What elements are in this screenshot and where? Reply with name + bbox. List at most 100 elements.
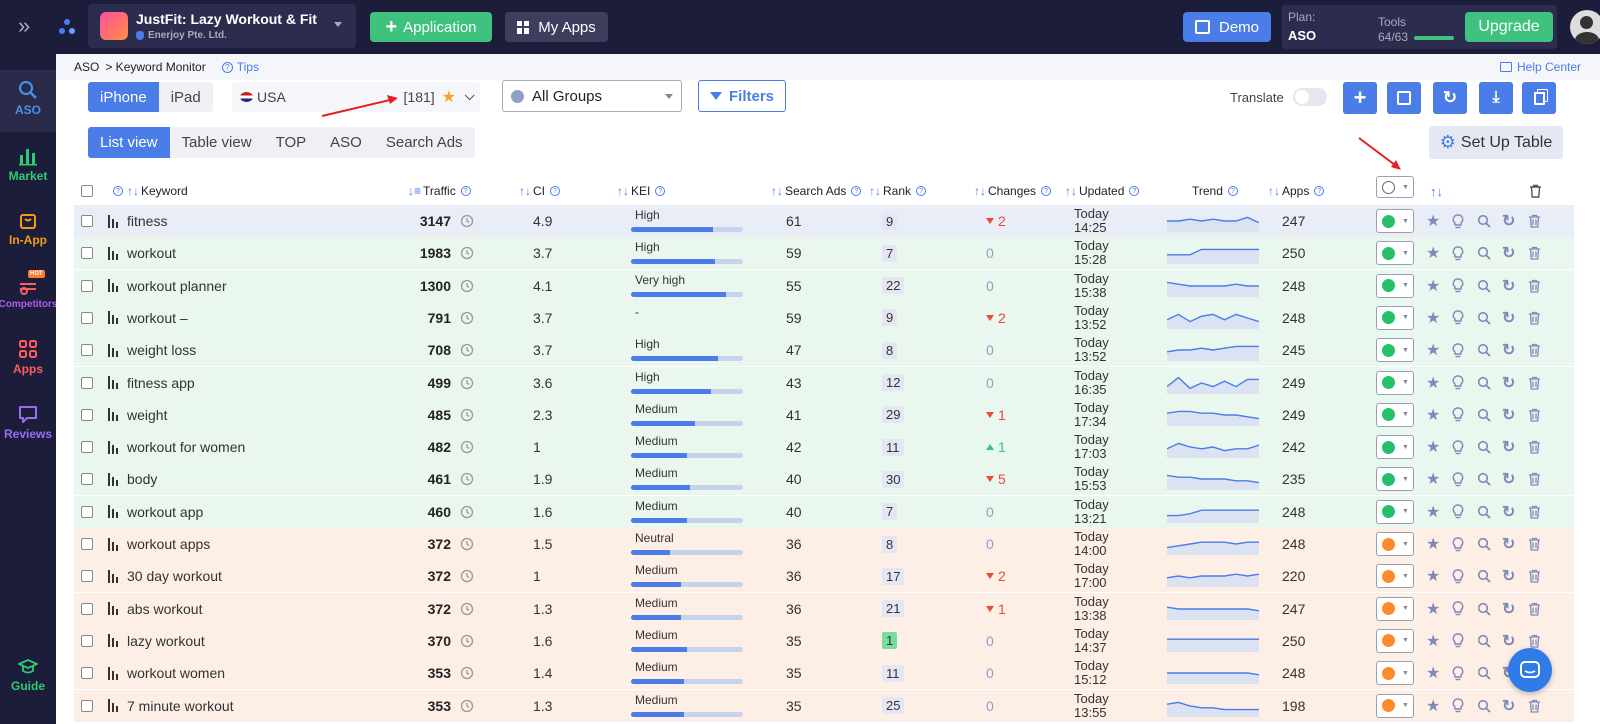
search-icon[interactable] xyxy=(1477,334,1491,366)
keyword-text[interactable]: fitness xyxy=(127,213,168,229)
logo-icon[interactable] xyxy=(58,18,76,36)
search-icon[interactable] xyxy=(1477,690,1491,722)
keyword-text[interactable]: workout – xyxy=(127,309,188,326)
table-row[interactable]: weight loss 708 3.7 High 47 8 0 Today 13:52 245 ▼ ★… xyxy=(74,334,1574,367)
group-select[interactable]: ▼ xyxy=(1376,657,1414,689)
select-all-checkbox[interactable] xyxy=(81,182,93,200)
header-updated[interactable]: ↑↓ Updated? xyxy=(1065,182,1140,200)
group-select[interactable]: ▼ xyxy=(1376,334,1414,366)
star-icon[interactable]: ★ xyxy=(1426,277,1441,295)
star-icon[interactable]: ★ xyxy=(1426,439,1441,457)
star-icon[interactable]: ★ xyxy=(1426,536,1441,553)
table-row[interactable]: workout apps 372 1.5 Neutral 36 8 0 Today 14:00 2… xyxy=(74,528,1574,560)
translate-toggle[interactable] xyxy=(1293,88,1327,106)
star-icon[interactable]: ★ xyxy=(1426,406,1441,424)
device-iphone[interactable]: iPhone xyxy=(88,82,159,112)
groups-select[interactable]: All Groups xyxy=(502,80,682,112)
lightbulb-icon[interactable] xyxy=(1452,560,1464,592)
group-select[interactable]: ▼ xyxy=(1376,237,1414,269)
trash-icon[interactable] xyxy=(1528,560,1541,592)
star-icon[interactable]: ★ xyxy=(1426,503,1441,521)
history-icon[interactable] xyxy=(460,496,474,528)
bar-chart-icon[interactable] xyxy=(108,463,120,495)
keyword-text[interactable]: workout xyxy=(127,245,177,262)
star-icon[interactable]: ★ xyxy=(1426,309,1441,327)
keyword-text[interactable]: weight xyxy=(127,406,168,423)
history-icon[interactable] xyxy=(460,657,474,689)
row-checkbox[interactable] xyxy=(81,657,93,689)
row-checkbox[interactable] xyxy=(81,496,93,528)
bar-chart-icon[interactable] xyxy=(108,593,120,625)
bar-chart-icon[interactable] xyxy=(108,657,120,689)
group-select[interactable]: ▼ xyxy=(1376,431,1414,463)
table-row[interactable]: fitness 3147 4.9 High 61 9 2 Today 14:25 247 ▼ ★ ↻ xyxy=(74,205,1574,237)
breadcrumb-root[interactable]: ASO xyxy=(74,60,100,74)
tab-top[interactable]: TOP xyxy=(275,134,307,151)
trash-icon[interactable] xyxy=(1528,593,1541,625)
lightbulb-icon[interactable] xyxy=(1452,431,1464,463)
header-keyword[interactable]: ↑↓ Keyword xyxy=(127,184,188,198)
group-select[interactable]: ▼ xyxy=(1376,593,1414,625)
lightbulb-icon[interactable] xyxy=(1452,657,1464,689)
help-center-link[interactable]: Help Center xyxy=(1500,60,1581,74)
refresh-icon[interactable]: ↻ xyxy=(1502,471,1516,489)
row-checkbox[interactable] xyxy=(81,593,93,625)
refresh-icon[interactable]: ↻ xyxy=(1502,697,1516,715)
keyword-text[interactable]: 7 minute workout xyxy=(127,697,234,714)
row-checkbox[interactable] xyxy=(81,463,93,495)
table-row[interactable]: workout 1983 3.7 High 59 7 0 Today 15:28 250 ▼ ★ ↻ xyxy=(74,237,1574,270)
trash-icon[interactable] xyxy=(1528,205,1541,237)
bar-chart-icon[interactable] xyxy=(108,625,120,657)
lightbulb-icon[interactable] xyxy=(1452,496,1464,528)
star-icon[interactable]: ★ xyxy=(1426,600,1441,618)
star-icon[interactable]: ★ xyxy=(441,89,456,106)
trash-icon[interactable] xyxy=(1528,399,1541,431)
row-checkbox[interactable] xyxy=(81,528,93,560)
history-icon[interactable] xyxy=(460,431,474,463)
refresh-icon[interactable]: ↻ xyxy=(1502,245,1516,263)
keyword-text[interactable]: workout apps xyxy=(127,536,211,552)
row-checkbox[interactable] xyxy=(81,270,93,302)
trash-icon[interactable] xyxy=(1528,302,1541,334)
row-checkbox[interactable] xyxy=(81,399,93,431)
download-button[interactable]: ⤓ xyxy=(1479,82,1513,114)
tab-search-ads[interactable]: Search Ads xyxy=(385,134,463,151)
search-icon[interactable] xyxy=(1477,237,1491,269)
bar-chart-icon[interactable] xyxy=(108,302,120,334)
bar-chart-icon[interactable] xyxy=(108,367,120,399)
search-icon[interactable] xyxy=(1477,528,1491,560)
trash-icon[interactable] xyxy=(1528,270,1541,302)
user-avatar[interactable] xyxy=(1570,10,1600,44)
bar-chart-icon[interactable] xyxy=(108,528,120,560)
lightbulb-icon[interactable] xyxy=(1452,690,1464,722)
star-icon[interactable]: ★ xyxy=(1426,245,1441,263)
lightbulb-icon[interactable] xyxy=(1452,528,1464,560)
row-checkbox[interactable] xyxy=(81,560,93,592)
history-icon[interactable] xyxy=(460,399,474,431)
trash-icon[interactable] xyxy=(1528,334,1541,366)
trash-icon[interactable] xyxy=(1528,237,1541,269)
refresh-icon[interactable]: ↻ xyxy=(1502,568,1516,586)
upgrade-button[interactable]: Upgrade xyxy=(1465,12,1553,42)
search-icon[interactable] xyxy=(1477,625,1491,657)
group-select[interactable]: ▼ xyxy=(1376,690,1414,722)
keyword-text[interactable]: workout planner xyxy=(127,277,227,294)
ai-button[interactable] xyxy=(1387,82,1421,114)
set-up-table-button[interactable]: ⚙ Set Up Table xyxy=(1429,126,1563,159)
row-checkbox[interactable] xyxy=(81,690,93,722)
keyword-text[interactable]: workout app xyxy=(127,503,204,520)
bar-chart-icon[interactable] xyxy=(108,237,120,269)
header-changes[interactable]: ↑↓ Changes? xyxy=(974,182,1052,200)
table-row[interactable]: body 461 1.9 Medium 40 30 5 Today 15:53 235 ▼ ★ ↻ xyxy=(74,463,1574,496)
group-select[interactable]: ▼ xyxy=(1376,367,1414,399)
lightbulb-icon[interactable] xyxy=(1452,270,1464,302)
keyword-text[interactable]: workout for women xyxy=(127,439,246,456)
table-row[interactable]: 30 day workout 372 1 Medium 36 17 2 Today 17:00 2… xyxy=(74,560,1574,593)
search-icon[interactable] xyxy=(1477,367,1491,399)
keyword-text[interactable]: body xyxy=(127,471,158,488)
header-group-filter[interactable]: ▼ xyxy=(1376,176,1414,198)
star-icon[interactable]: ★ xyxy=(1426,665,1441,683)
header-traffic[interactable]: ↓≡ Traffic? xyxy=(408,182,471,200)
sidebar-item-in-app[interactable]: In-App xyxy=(0,210,56,247)
trash-icon[interactable] xyxy=(1528,496,1541,528)
